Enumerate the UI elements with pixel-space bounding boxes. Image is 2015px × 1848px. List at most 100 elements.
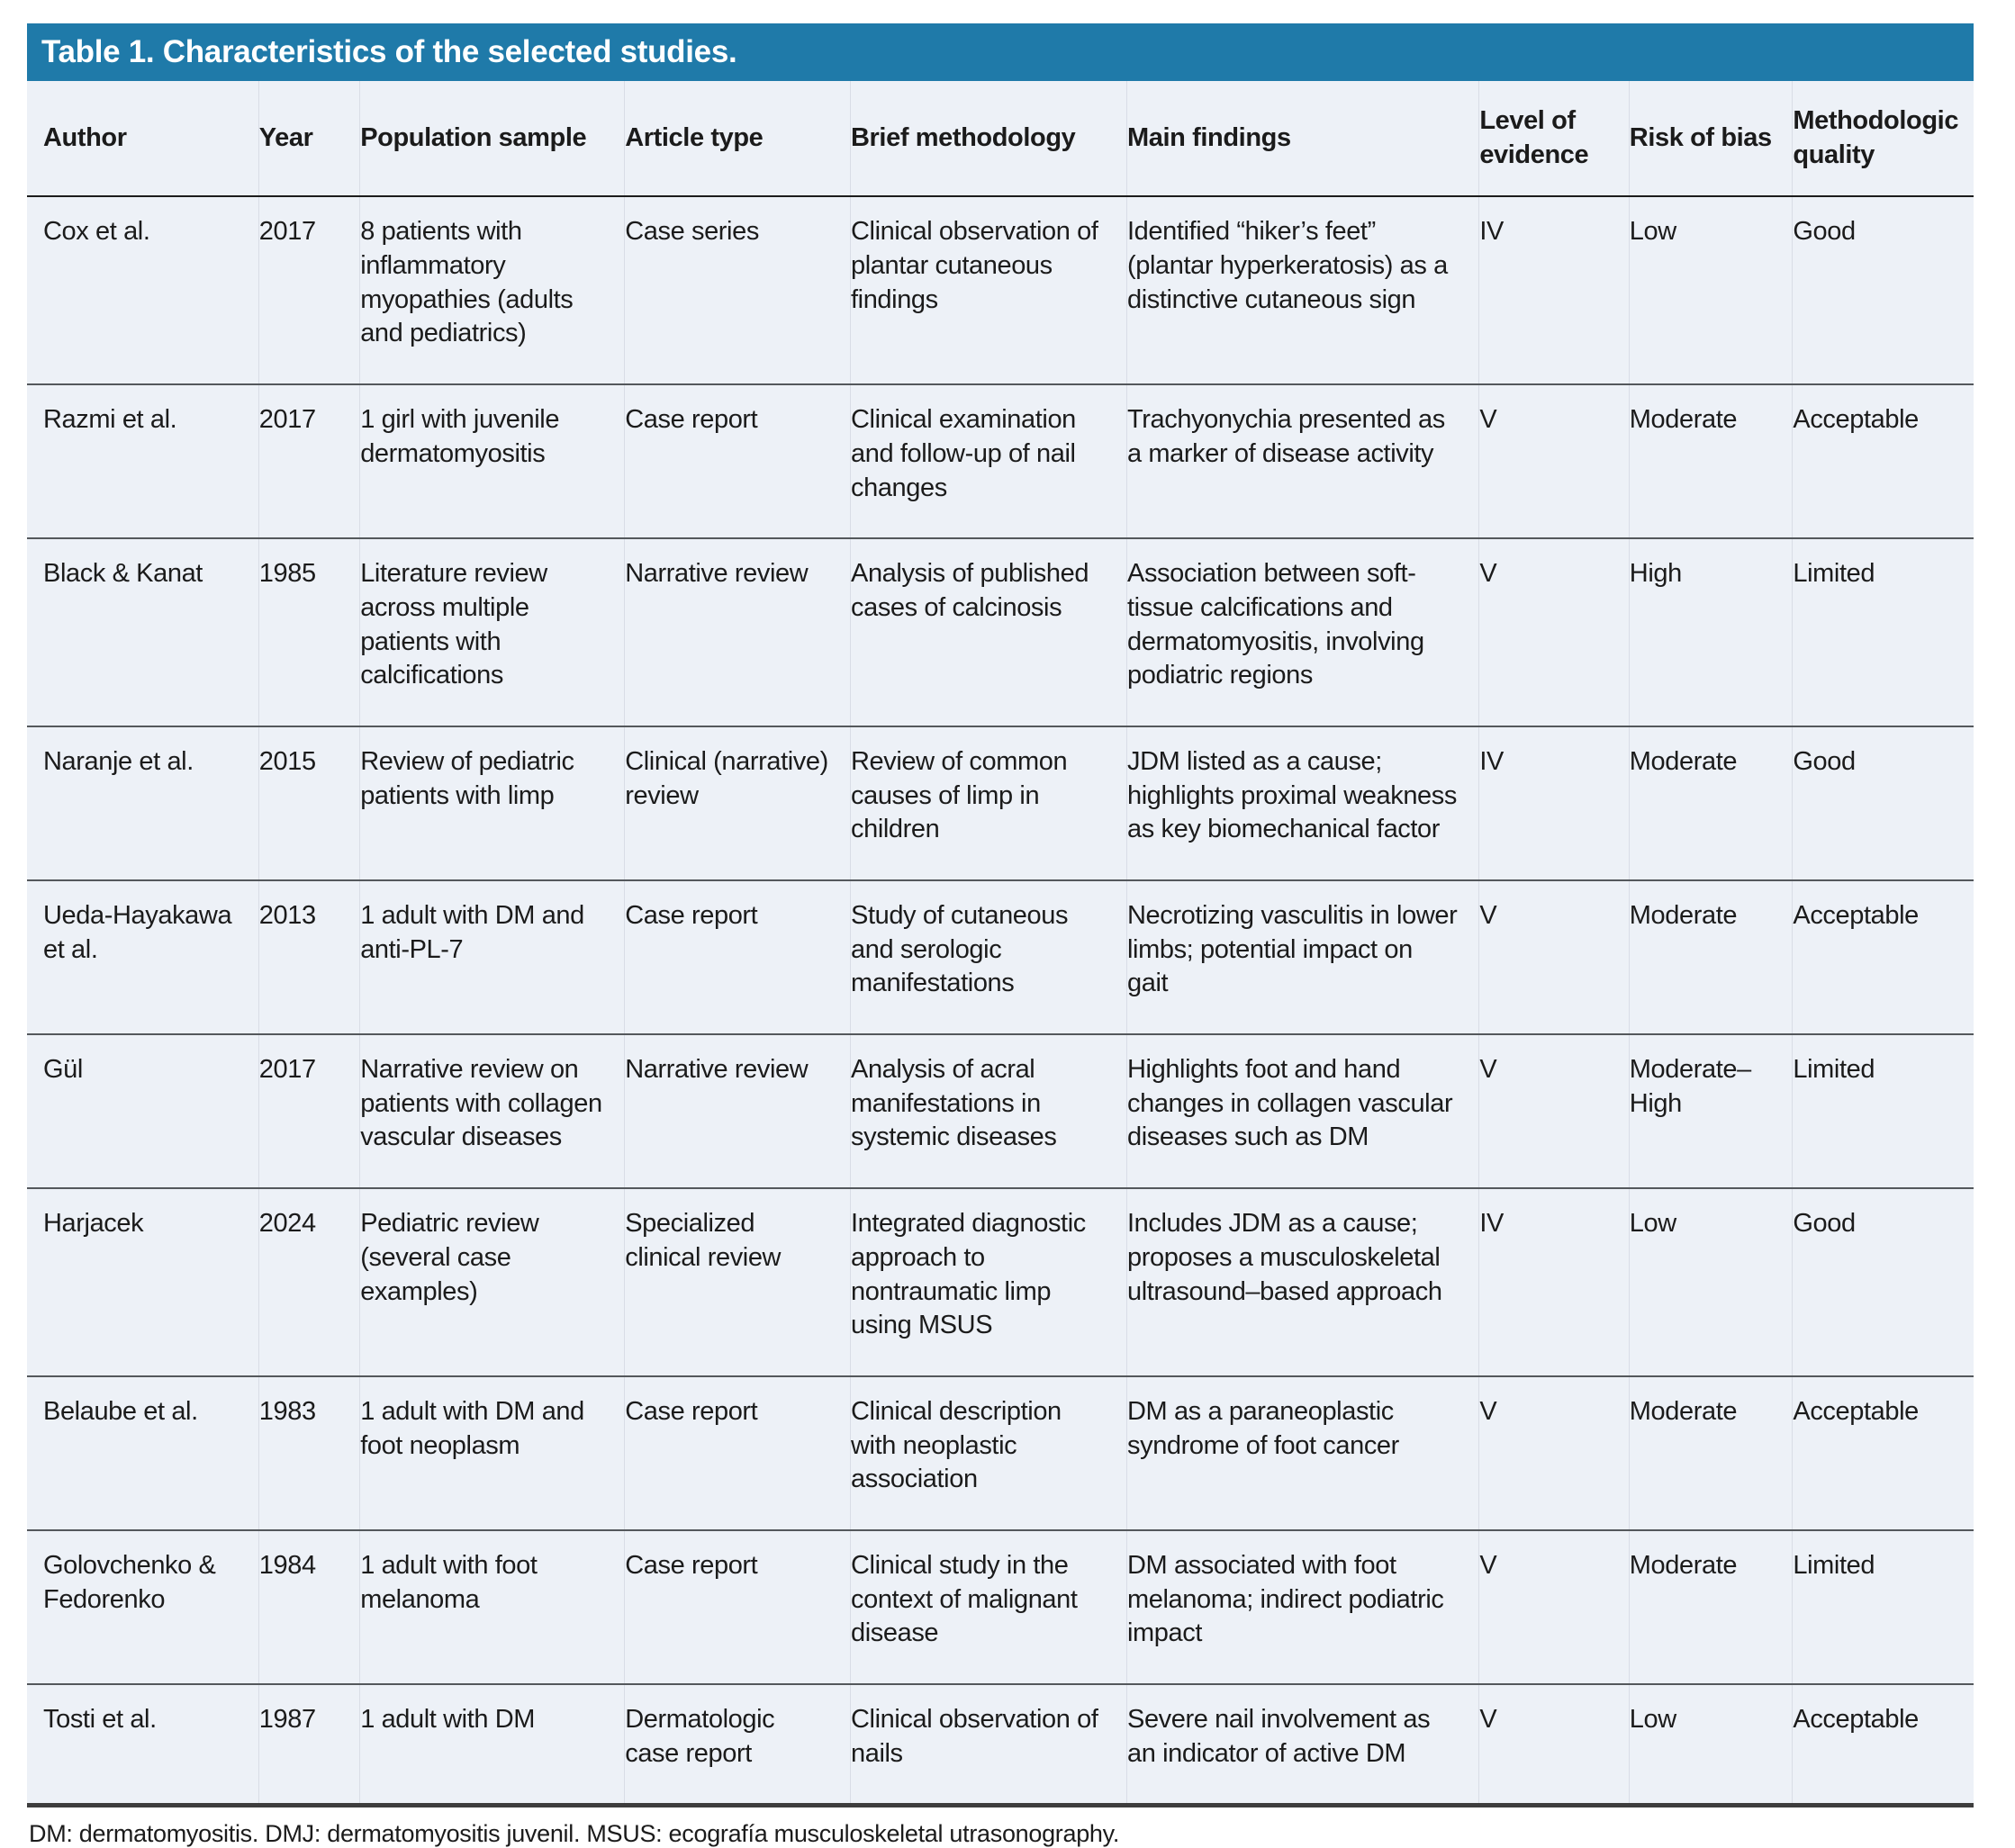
cell-population-sample: Narrative review on patients with collag… (359, 1034, 626, 1189)
cell-population-sample: 1 adult with DM and anti-PL-7 (359, 880, 626, 1035)
cell-population-sample: Literature review across multiple patien… (359, 538, 626, 726)
cell-risk-of-bias: Moderate (1629, 880, 1794, 1035)
cell-main-findings: Association between soft-tissue calcific… (1126, 538, 1480, 726)
table-footnote: DM: dermatomyositis. DMJ: dermatomyositi… (29, 1820, 1120, 1848)
table-title-bar: Table 1. Characteristics of the selected… (27, 23, 1974, 81)
cell-brief-methodology: Study of cutaneous and serologic manifes… (850, 880, 1127, 1035)
cell-article-type: Case report (624, 1529, 851, 1684)
cell-brief-methodology: Clinical study in the context of maligna… (850, 1529, 1127, 1684)
cell-author: Naranje et al. (27, 726, 259, 880)
cell-author: Belaube et al. (27, 1375, 259, 1530)
cell-article-type: Case report (624, 384, 851, 539)
cell-risk-of-bias: High (1629, 538, 1794, 726)
cell-article-type: Specialized clinical review (624, 1188, 851, 1376)
cell-level-of-evidence: V (1478, 384, 1630, 539)
cell-main-findings: Necrotizing vasculitis in lower limbs; p… (1126, 880, 1480, 1035)
cell-brief-methodology: Clinical examination and follow-up of na… (850, 384, 1127, 539)
cell-author: Tosti et al. (27, 1684, 259, 1806)
cell-article-type: Dermatologic case report (624, 1684, 851, 1806)
cell-year: 1985 (258, 538, 361, 726)
cell-population-sample: 1 adult with DM (359, 1684, 626, 1806)
table-row: Harjacek 2024 Pediatric review (several … (27, 1188, 1974, 1376)
cell-main-findings: Includes JDM as a cause; proposes a musc… (1126, 1188, 1480, 1376)
cell-population-sample: Pediatric review (several case examples) (359, 1188, 626, 1376)
cell-author: Ueda-Hayakawa et al. (27, 880, 259, 1035)
cell-year: 2024 (258, 1188, 361, 1376)
cell-methodologic-quality: Acceptable (1793, 1396, 1919, 1426)
cell-article-type: Case series (624, 196, 851, 385)
cell-methodologic-quality: Acceptable (1793, 1705, 1919, 1734)
cell-level-of-evidence: V (1478, 1034, 1630, 1189)
col-header-methodologic-quality: Methodologic quality (1793, 106, 1959, 169)
table-row: Belaube et al. 1983 1 adult with DM and … (27, 1375, 1974, 1530)
cell-year: 1984 (258, 1529, 361, 1684)
table-row: Cox et al. 2017 8 patients with inflamma… (27, 196, 1974, 385)
cell-year: 1987 (258, 1684, 361, 1806)
cell-brief-methodology: Analysis of acral manifestations in syst… (850, 1034, 1127, 1189)
cell-methodologic-quality: Limited (1793, 1550, 1875, 1580)
col-header-population-sample: Population sample (359, 81, 626, 197)
cell-level-of-evidence: V (1478, 1375, 1630, 1530)
col-header-level-of-evidence: Level of evidence (1478, 81, 1630, 197)
table-row: Gül 2017 Narrative review on patients wi… (27, 1034, 1974, 1189)
cell-methodologic-quality: Good (1793, 746, 1856, 776)
cell-author: Golovchenko & Fedorenko (27, 1529, 259, 1684)
cell-methodologic-quality: Acceptable (1793, 405, 1919, 435)
cell-article-type: Narrative review (624, 1034, 851, 1189)
table-title: Table 1. Characteristics of the selected… (41, 34, 737, 69)
col-header-risk-of-bias: Risk of bias (1629, 81, 1794, 197)
table-row: Naranje et al. 2015 Review of pediatric … (27, 726, 1974, 880)
cell-level-of-evidence: V (1478, 880, 1630, 1035)
cell-main-findings: DM as a paraneoplastic syndrome of foot … (1126, 1375, 1480, 1530)
cell-author: Harjacek (27, 1188, 259, 1376)
cell-year: 2017 (258, 384, 361, 539)
table-row: Black & Kanat 1985 Literature review acr… (27, 538, 1974, 726)
studies-table: Author Year Population sample Article ty… (27, 81, 1974, 1808)
cell-risk-of-bias: Moderate (1629, 726, 1794, 880)
cell-author: Razmi et al. (27, 384, 259, 539)
cell-risk-of-bias: Moderate (1629, 1529, 1794, 1684)
cell-level-of-evidence: V (1478, 1529, 1630, 1684)
cell-main-findings: Trachyonychia presented as a marker of d… (1126, 384, 1480, 539)
cell-population-sample: 1 adult with DM and foot neoplasm (359, 1375, 626, 1530)
cell-risk-of-bias: Low (1629, 1188, 1794, 1376)
cell-year: 2017 (258, 196, 361, 385)
col-header-brief-methodology: Brief methodology (850, 81, 1127, 197)
cell-level-of-evidence: IV (1478, 196, 1630, 385)
cell-brief-methodology: Analysis of published cases of calcinosi… (850, 538, 1127, 726)
table-row: Tosti et al. 1987 1 adult with DM Dermat… (27, 1684, 1974, 1806)
cell-population-sample: Review of pediatric patients with limp (359, 726, 626, 880)
cell-author: Cox et al. (27, 196, 259, 385)
cell-article-type: Case report (624, 880, 851, 1035)
col-header-author: Author (27, 81, 259, 197)
cell-main-findings: Identified “hiker’s feet” (plantar hyper… (1126, 196, 1480, 385)
cell-year: 2017 (258, 1034, 361, 1189)
table-row: Razmi et al. 2017 1 girl with juvenile d… (27, 384, 1974, 539)
table-row: Ueda-Hayakawa et al. 2013 1 adult with D… (27, 880, 1974, 1035)
cell-risk-of-bias: Moderate–High (1629, 1034, 1794, 1189)
col-header-article-type: Article type (624, 81, 851, 197)
cell-article-type: Narrative review (624, 538, 851, 726)
cell-population-sample: 1 adult with foot melanoma (359, 1529, 626, 1684)
header-row: Author Year Population sample Article ty… (27, 81, 1974, 197)
col-header-main-findings: Main findings (1126, 81, 1480, 197)
cell-brief-methodology: Clinical observation of plantar cutaneou… (850, 196, 1127, 385)
cell-level-of-evidence: V (1478, 1684, 1630, 1806)
cell-level-of-evidence: IV (1478, 726, 1630, 880)
cell-methodologic-quality: Good (1793, 1209, 1856, 1239)
cell-main-findings: JDM listed as a cause; highlights proxim… (1126, 726, 1480, 880)
cell-year: 1983 (258, 1375, 361, 1530)
cell-risk-of-bias: Low (1629, 196, 1794, 385)
cell-main-findings: Highlights foot and hand changes in coll… (1126, 1034, 1480, 1189)
cell-population-sample: 8 patients with inflammatory myopathies … (359, 196, 626, 385)
cell-author: Black & Kanat (27, 538, 259, 726)
cell-level-of-evidence: IV (1478, 1188, 1630, 1376)
cell-methodologic-quality: Acceptable (1793, 901, 1919, 930)
cell-year: 2013 (258, 880, 361, 1035)
cell-brief-methodology: Integrated diagnostic approach to nontra… (850, 1188, 1127, 1376)
cell-brief-methodology: Clinical observation of nails (850, 1684, 1127, 1806)
cell-article-type: Case report (624, 1375, 851, 1530)
table-row: Golovchenko & Fedorenko 1984 1 adult wit… (27, 1529, 1974, 1684)
cell-risk-of-bias: Low (1629, 1684, 1794, 1806)
